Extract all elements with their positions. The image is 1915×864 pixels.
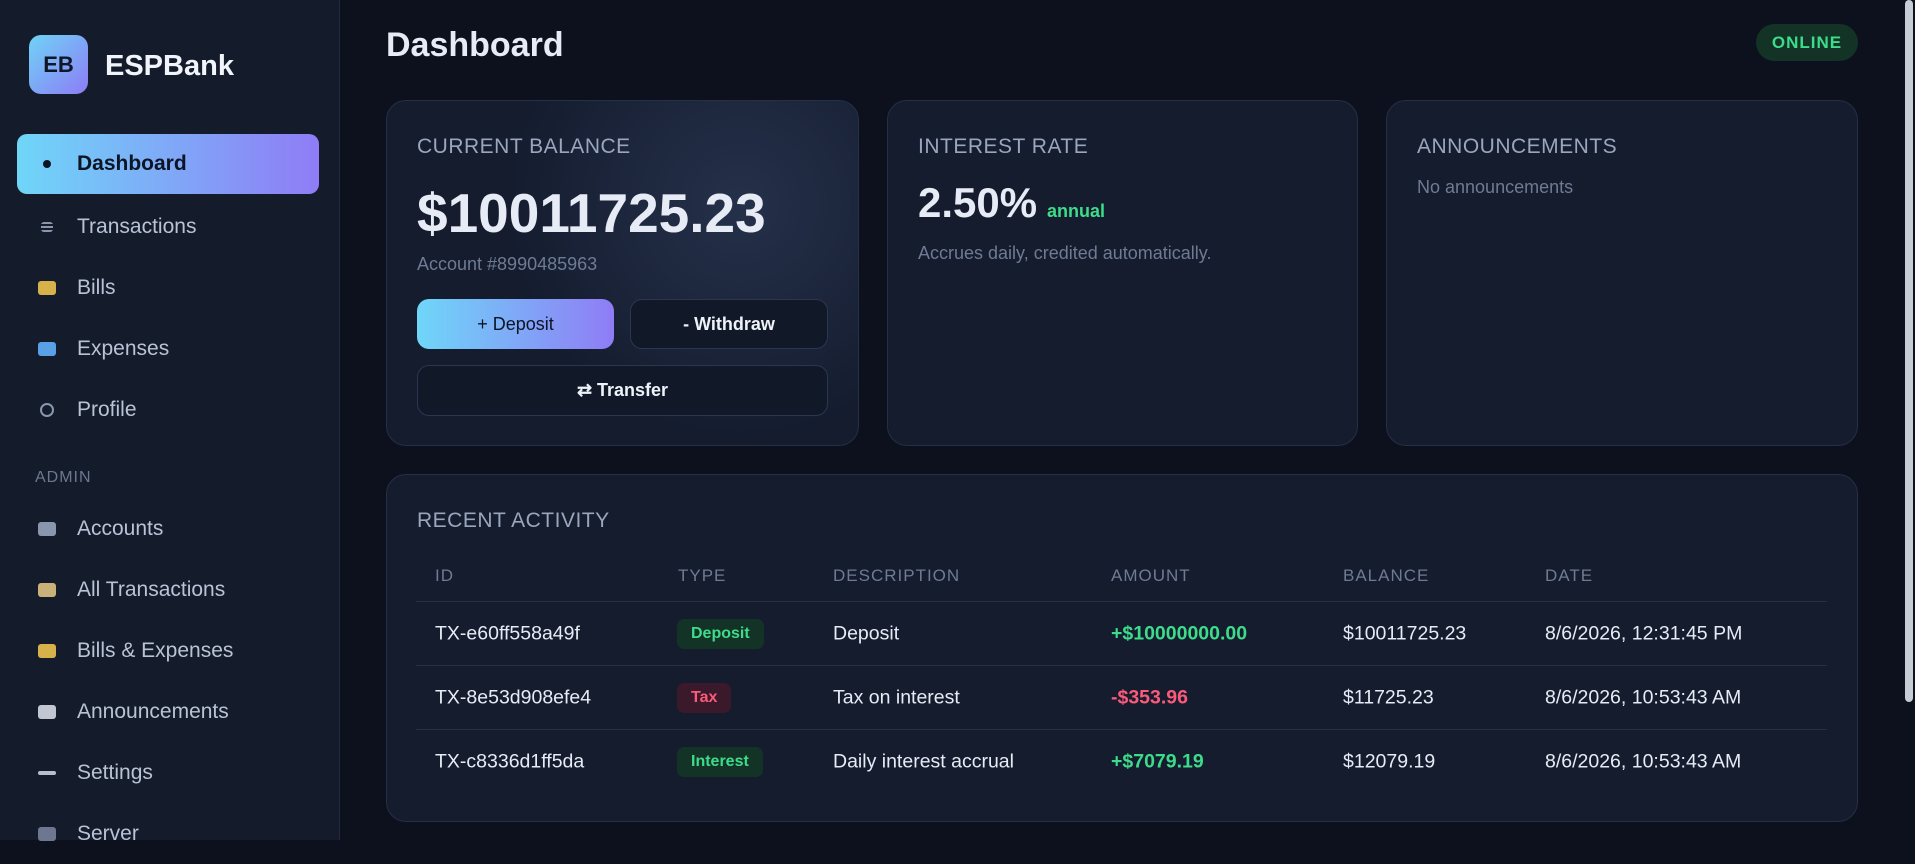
account-number: Account #8990485963	[417, 254, 598, 274]
nav-label: Bills	[77, 276, 116, 299]
table-row: TX-8e53d908efe4 Tax Tax on interest -$353.9…	[416, 665, 1827, 729]
interest-rate: 2.50%	[918, 179, 1038, 226]
nav-label: Bills & Expenses	[77, 639, 234, 662]
table-row: TX-c8336d1ff5da Interest Daily interest ac…	[416, 729, 1827, 793]
type-pill: Deposit	[677, 618, 764, 649]
column-header: DATE	[1545, 566, 1594, 585]
activity-card	[386, 474, 1858, 822]
status-badge: ONLINE	[1756, 24, 1858, 61]
table-cell: TX-8e53d908efe4	[435, 686, 592, 708]
nav-label: Profile	[77, 398, 137, 421]
type-pill: Tax	[677, 682, 732, 713]
transfer-button[interactable]: ⇄ Transfer	[417, 365, 828, 416]
table-cell: Tax on interest	[833, 686, 960, 708]
nav-label: Expenses	[77, 337, 170, 360]
nav-label: Transactions	[77, 215, 197, 238]
withdraw-button[interactable]: - Withdraw	[630, 299, 828, 349]
column-header: ID	[435, 566, 454, 585]
nav-item[interactable]: Expenses	[17, 319, 319, 379]
amount: +$7079.19	[1111, 750, 1204, 772]
nav-item[interactable]: Accounts	[17, 499, 319, 559]
card-label: CURRENT BALANCE	[417, 135, 631, 158]
nav-item[interactable]: Announcements	[17, 682, 319, 742]
balance-card: CURRENT BALANCE $10011725.23 Account #89…	[386, 100, 859, 446]
nav-label: Announcements	[77, 700, 229, 723]
column-header: AMOUNT	[1111, 566, 1191, 585]
scrollbar	[1905, 0, 1913, 702]
nav-label: Server	[77, 822, 139, 845]
type-pill: Interest	[677, 746, 763, 777]
interest-card: INTEREST RATE 2.50% annual Accrues daily…	[887, 100, 1358, 446]
column-header: BALANCE	[1343, 566, 1430, 585]
table-cell: $12079.19	[1343, 750, 1436, 772]
table-cell: Deposit	[833, 622, 900, 644]
table-cell: 8/6/2026, 12:31:45 PM	[1545, 622, 1743, 644]
nav-item[interactable]: Dashboard	[17, 134, 319, 194]
card-label: INTEREST RATE	[918, 135, 1089, 158]
nav-label: Dashboard	[77, 152, 187, 175]
table-cell: 8/6/2026, 10:53:43 AM	[1545, 686, 1742, 708]
nav-item[interactable]: Bills	[17, 258, 319, 318]
nav-label: Accounts	[77, 517, 164, 540]
announcements-card: ANNOUNCEMENTS No announcements	[1386, 100, 1858, 446]
table-cell: 8/6/2026, 10:53:43 AM	[1545, 750, 1742, 772]
nav-label: All Transactions	[77, 578, 226, 601]
page: EB ESPBank Dashboard Transactions Bills …	[0, 0, 1915, 845]
brand: ESPBank	[105, 50, 234, 82]
table-cell: $11725.23	[1343, 686, 1434, 708]
nav-item[interactable]: Profile	[17, 380, 319, 440]
nav-item[interactable]: Server	[17, 804, 319, 864]
nav-label: Settings	[77, 761, 153, 784]
section-label: ADMIN	[35, 469, 92, 486]
nav-item[interactable]: Settings	[17, 743, 319, 803]
deposit-button[interactable]: + Deposit	[417, 299, 614, 349]
nav-item[interactable]: Transactions	[17, 197, 319, 257]
table-cell: Daily interest accrual	[833, 750, 1014, 772]
logo: EB	[29, 35, 88, 94]
table-cell: TX-c8336d1ff5da	[435, 750, 585, 772]
rate-period: annual	[1047, 201, 1106, 221]
nav-item[interactable]: All Transactions	[17, 560, 319, 620]
card-label: ANNOUNCEMENTS	[1417, 135, 1618, 158]
table-cell: $10011725.23	[1343, 622, 1467, 644]
table-row: TX-e60ff558a49f Deposit Deposit +$10000000.…	[416, 601, 1827, 665]
table-cell: TX-e60ff558a49f	[435, 622, 580, 644]
card-label: RECENT ACTIVITY	[417, 509, 610, 532]
column-header: TYPE	[678, 566, 727, 585]
column-header: DESCRIPTION	[833, 566, 961, 585]
interest-note: Accrues daily, credited automatically.	[918, 243, 1212, 263]
amount: -$353.96	[1111, 686, 1188, 708]
nav-item[interactable]: Bills & Expenses	[17, 621, 319, 681]
empty-message: No announcements	[1417, 177, 1574, 197]
balance-amount: $10011725.23	[417, 182, 766, 244]
page-title: Dashboard	[386, 26, 564, 64]
sidebar: EB ESPBank Dashboard Transactions Bills …	[0, 0, 340, 845]
amount: +$10000000.00	[1111, 622, 1248, 644]
